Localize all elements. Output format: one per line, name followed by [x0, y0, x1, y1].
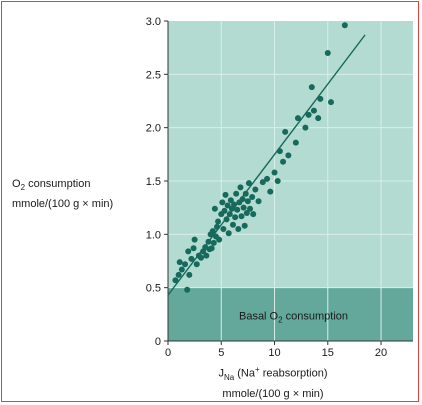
data-point	[211, 205, 218, 212]
data-point	[175, 271, 182, 278]
data-point	[276, 148, 283, 155]
data-point	[223, 216, 230, 223]
data-point	[292, 139, 299, 146]
y-axis-label: O2 consumption mmole/(100 g × min)	[12, 178, 114, 211]
x-tick-label: 10	[268, 347, 280, 359]
data-point	[210, 239, 217, 246]
y-tick-label: 0.5	[146, 283, 161, 295]
basal-consumption-band	[168, 287, 413, 341]
grid-lines	[168, 21, 413, 341]
x-tick-label: 0	[165, 347, 171, 359]
data-point	[216, 236, 223, 243]
data-point	[222, 191, 229, 198]
data-point	[191, 236, 198, 243]
axes	[164, 20, 413, 345]
data-point	[188, 255, 195, 262]
data-point	[221, 207, 228, 214]
data-point	[255, 198, 262, 205]
data-point	[198, 254, 205, 261]
data-point	[231, 201, 238, 208]
tick-labels: 0 0.5 1.0 1.5 2.0 2.5 3.0 0 5 10 15 20	[146, 16, 387, 359]
data-point	[234, 206, 241, 213]
data-point	[267, 188, 274, 195]
data-point	[178, 266, 185, 273]
data-point	[176, 259, 183, 266]
data-point	[245, 180, 252, 187]
data-point	[271, 169, 278, 176]
data-point	[274, 178, 281, 184]
data-point	[227, 197, 234, 204]
y-tick-label: 0	[155, 336, 161, 348]
data-point	[252, 186, 259, 193]
data-point	[182, 261, 189, 268]
data-point	[220, 226, 227, 232]
basal-band-label: Basal O2 consumption	[239, 310, 348, 324]
data-point	[341, 22, 348, 29]
x-tick-label: 15	[322, 347, 334, 359]
data-point	[317, 95, 324, 102]
data-point	[232, 214, 239, 221]
data-point	[243, 210, 250, 216]
data-point	[190, 245, 197, 252]
y-tick-label: 1.5	[146, 176, 161, 188]
data-point	[324, 50, 331, 56]
data-point	[237, 184, 244, 191]
y-tick-label: 1.0	[146, 229, 161, 241]
data-point	[285, 152, 292, 159]
data-point	[242, 190, 249, 197]
data-point	[250, 211, 257, 218]
data-point	[315, 115, 322, 122]
data-point	[240, 204, 247, 211]
data-point	[226, 211, 233, 218]
data-point	[264, 175, 271, 182]
data-point	[239, 196, 246, 203]
data-point	[282, 128, 289, 135]
data-point	[209, 228, 216, 235]
data-point	[305, 111, 312, 118]
data-point	[249, 194, 256, 200]
x-axis-label: JNa (Na+ reabsorption) mmole/(100 g × mi…	[218, 365, 328, 400]
data-point	[229, 221, 236, 228]
data-point	[186, 271, 193, 278]
data-point	[193, 261, 200, 268]
data-point	[247, 205, 254, 212]
data-point	[244, 198, 251, 205]
y-tick-label: 3.0	[146, 16, 161, 28]
data-point	[172, 277, 179, 284]
data-point	[327, 99, 334, 106]
data-point	[233, 190, 240, 197]
data-point	[185, 248, 192, 255]
data-point	[214, 223, 220, 230]
y-tick-label: 2.0	[146, 123, 161, 135]
data-point	[302, 124, 309, 131]
data-point	[259, 179, 266, 186]
data-point	[310, 107, 317, 114]
data-point	[224, 202, 231, 209]
data-point	[225, 230, 232, 237]
data-point	[241, 222, 248, 229]
data-point	[280, 158, 287, 165]
data-point	[235, 226, 242, 232]
data-point	[203, 252, 210, 259]
data-point	[308, 84, 315, 91]
data-point	[219, 199, 226, 206]
data-point	[238, 213, 245, 220]
data-point	[205, 238, 212, 245]
data-point	[184, 286, 191, 293]
data-points	[172, 22, 348, 293]
data-point	[294, 115, 301, 122]
x-tick-label: 20	[375, 347, 387, 359]
y-tick-label: 2.5	[146, 69, 161, 81]
data-point	[208, 245, 215, 252]
x-tick-label: 5	[218, 347, 224, 359]
data-point	[215, 218, 222, 225]
